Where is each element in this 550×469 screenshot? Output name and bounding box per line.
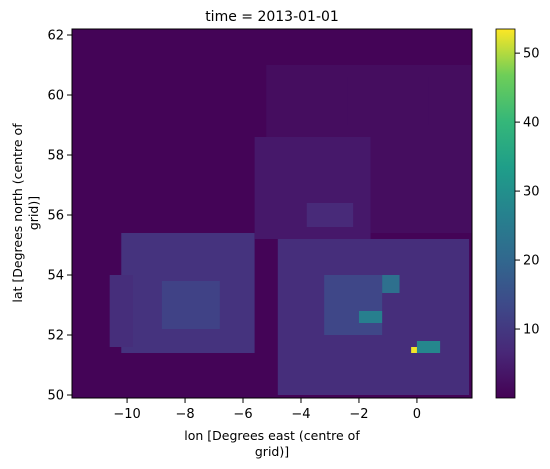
heatmap-region-london-core bbox=[411, 347, 417, 353]
y-tick-label: 62 bbox=[47, 29, 64, 44]
x-axis-label-line1: lon [Degrees east (centre of bbox=[184, 428, 360, 443]
x-axis: −10 −8 −6 −4 −2 0 bbox=[113, 398, 421, 422]
colorbar bbox=[495, 28, 516, 399]
y-axis-label-line1: lat [Degrees north (centre of bbox=[10, 123, 25, 303]
y-tick-label: 54 bbox=[47, 269, 64, 284]
x-tick-label: −2 bbox=[349, 407, 368, 422]
plot-frame bbox=[71, 28, 473, 399]
heatmap-region-scotland-central bbox=[306, 203, 354, 227]
y-tick-label: 58 bbox=[47, 149, 64, 164]
colorbar-tick-label: 10 bbox=[523, 323, 540, 338]
heatmap-region-london-area bbox=[416, 341, 441, 353]
x-tick-label: 0 bbox=[413, 407, 421, 422]
y-tick-label: 60 bbox=[47, 89, 64, 104]
y-axis: 50 52 54 56 58 60 62 bbox=[47, 29, 72, 404]
heatmap-region-leeds-area bbox=[382, 275, 400, 293]
colorbar-tick-label: 40 bbox=[523, 116, 540, 131]
x-tick-label: −4 bbox=[291, 407, 310, 422]
y-axis-label-line2: grid)] bbox=[26, 196, 41, 230]
y-tick-label: 52 bbox=[47, 329, 64, 344]
heatmap-region-birmingham-area bbox=[358, 311, 383, 323]
y-tick-label: 50 bbox=[47, 389, 64, 404]
colorbar-tick-label: 50 bbox=[523, 47, 540, 62]
heatmap-region-ireland-central bbox=[161, 281, 220, 329]
x-tick-label: −6 bbox=[233, 407, 252, 422]
colorbar-ticks: 10 20 30 40 50 bbox=[515, 47, 540, 338]
chart-title: time = 2013-01-01 bbox=[205, 9, 339, 25]
x-tick-label: −8 bbox=[175, 407, 194, 422]
plot-area bbox=[72, 29, 472, 398]
heatmap-region-england-midlands bbox=[324, 275, 383, 335]
heatmap-region-sea-north-upper bbox=[347, 77, 429, 125]
colorbar-tick-label: 30 bbox=[523, 185, 540, 200]
y-tick-label: 56 bbox=[47, 209, 64, 224]
colorbar-tick-label: 20 bbox=[523, 254, 540, 269]
heatmap-region-ireland-west-edge bbox=[109, 275, 133, 347]
x-axis-label-line2: grid)] bbox=[255, 444, 289, 459]
x-tick-label: −10 bbox=[113, 407, 140, 422]
